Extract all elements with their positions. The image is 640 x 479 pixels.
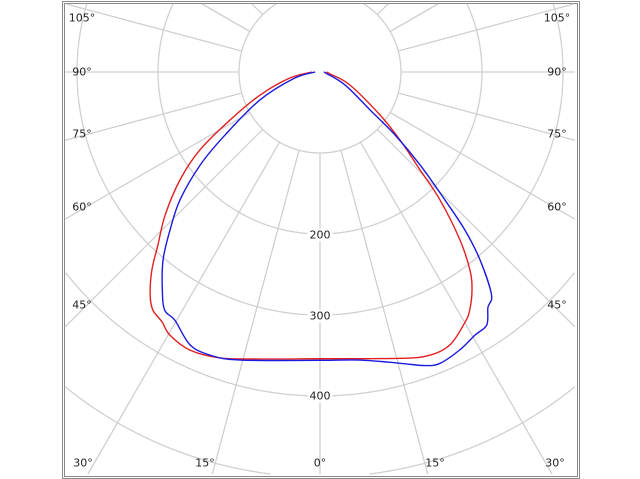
angle-label-right: 75° xyxy=(547,127,567,141)
grid-radial-line xyxy=(211,150,300,475)
angle-label-left: 75° xyxy=(72,127,92,141)
grid-radial-line xyxy=(64,128,264,328)
grid-radial-line xyxy=(340,150,429,475)
grid-radial-line xyxy=(389,111,576,220)
grid-radial-line xyxy=(376,3,389,16)
radial-tick-label: 300 xyxy=(307,309,333,323)
grid-radial-line xyxy=(251,3,264,16)
grid-radial-line xyxy=(64,92,242,141)
grid-circle xyxy=(64,386,576,475)
angle-label-right: 105° xyxy=(543,11,571,25)
grid-radial-line xyxy=(359,141,553,475)
grid-circle xyxy=(238,3,402,154)
angle-label-right: 60° xyxy=(547,200,567,214)
grid-circle xyxy=(65,272,575,397)
angle-label-bottom: 30° xyxy=(545,456,565,470)
grid-radial-line xyxy=(376,128,576,328)
intensity-curve xyxy=(161,71,493,367)
grid-radial-line xyxy=(201,3,251,33)
angle-label-left: 45° xyxy=(72,298,92,312)
angle-label-left: 90° xyxy=(72,65,92,79)
angle-label-left: 60° xyxy=(72,200,92,214)
radial-tick-label: 200 xyxy=(307,228,333,242)
intensity-curve xyxy=(149,71,473,360)
angle-label-right: 45° xyxy=(547,298,567,312)
grid-radial-line xyxy=(87,141,281,475)
angle-label-left: 105° xyxy=(68,11,96,25)
grid-circle xyxy=(76,3,564,316)
grid-radial-line xyxy=(389,3,439,33)
angle-label-bottom: 15° xyxy=(425,456,445,470)
grid-radial-line xyxy=(64,111,251,220)
grid-radial-line xyxy=(66,3,242,52)
angle-label-bottom: 15° xyxy=(195,456,215,470)
angle-label-right: 90° xyxy=(547,65,567,79)
angle-label-bottom: 30° xyxy=(73,456,93,470)
grid-radial-line xyxy=(398,3,574,52)
radial-tick-label: 400 xyxy=(307,389,333,403)
angle-label-bottom: 0° xyxy=(313,456,327,470)
grid-radial-line xyxy=(398,92,576,141)
grid-circle xyxy=(157,3,483,235)
